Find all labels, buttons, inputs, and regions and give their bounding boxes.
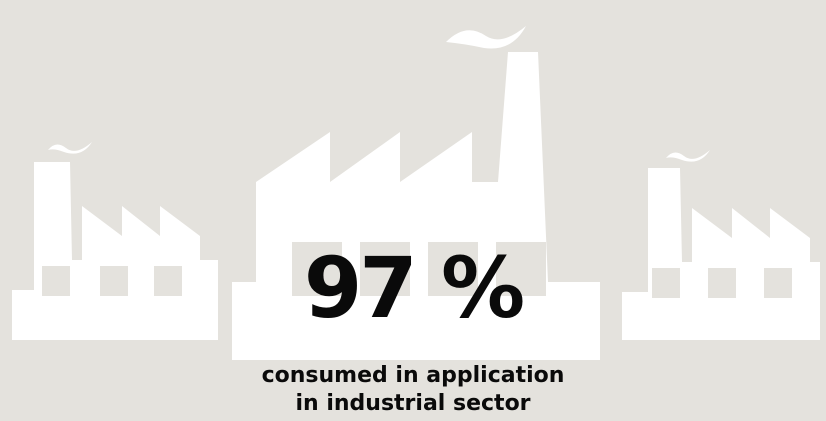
smoke-icon: [446, 26, 526, 49]
stat-caption: consumed in application in industrial se…: [0, 362, 826, 418]
smoke-icon: [48, 142, 92, 154]
caption-line-1: consumed in application: [261, 363, 565, 388]
percentage-value: 97 %: [303, 239, 525, 337]
factory-icon-right: [622, 150, 820, 340]
factory-icon-left: [12, 142, 218, 340]
caption-line-2: in industrial sector: [295, 391, 531, 416]
factory-icon-center: [232, 26, 600, 360]
smoke-icon: [666, 150, 710, 162]
